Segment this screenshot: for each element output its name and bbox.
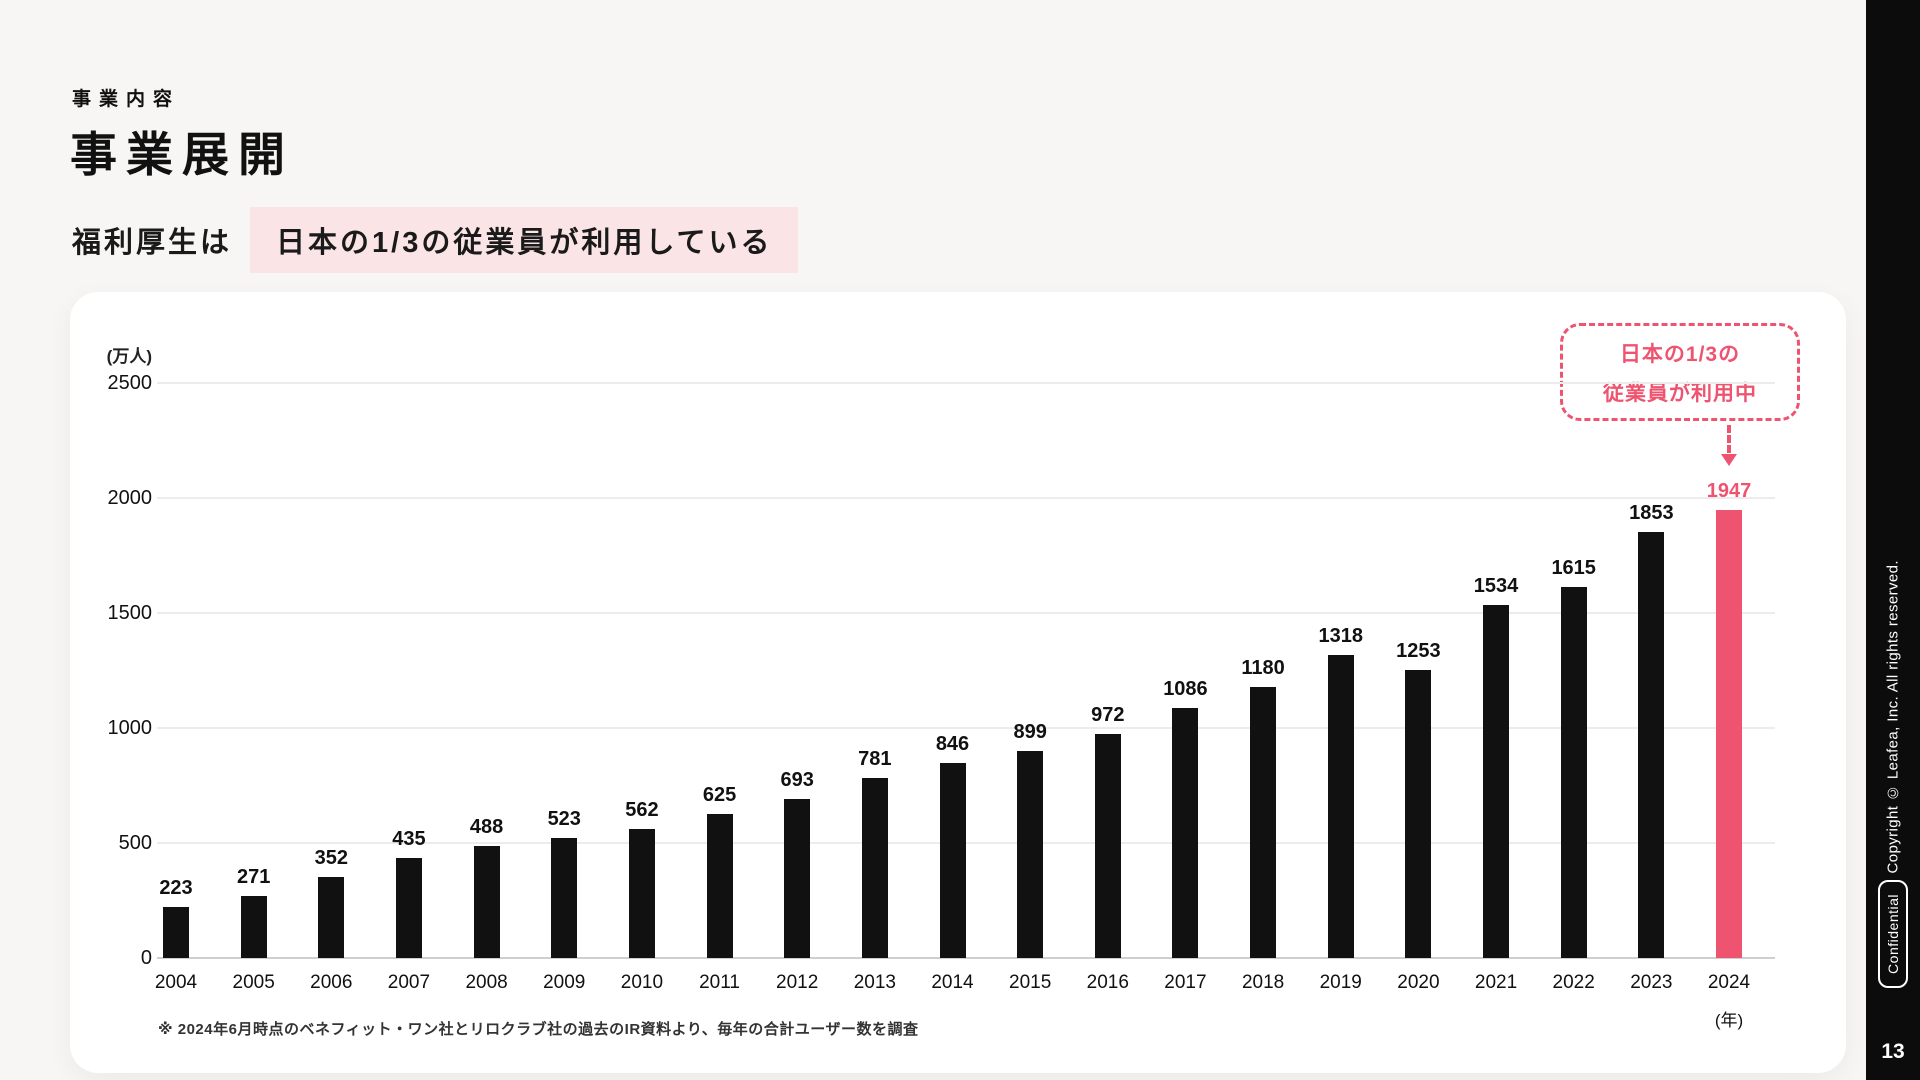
bar-value-label: 435 — [392, 828, 426, 850]
confidential-badge: Confidential — [1878, 880, 1908, 988]
bar-value-label: 846 — [935, 733, 970, 755]
gridline — [157, 497, 1775, 499]
bar — [551, 838, 578, 958]
x-tick-label: 2013 — [853, 972, 896, 993]
bar — [240, 896, 267, 958]
bar-value-label: 781 — [858, 748, 892, 770]
subtitle: 福利厚生は 日本の1/3の従業員が利用している — [72, 207, 799, 273]
bar-value-label: 1180 — [1241, 657, 1285, 679]
chart-card: (万人) 日本の1/3の 従業員が利用中 ※ 2024年6月時点のベネフィット・… — [70, 292, 1846, 1073]
bar-value-label: 1086 — [1163, 678, 1208, 700]
bar — [163, 907, 189, 958]
bar-value-label: 1253 — [1396, 640, 1441, 662]
x-tick-label: 2018 — [1241, 972, 1285, 993]
x-tick-label: 2017 — [1164, 972, 1207, 993]
sidebar: Copyright © Leafea, Inc. All rights rese… — [1866, 0, 1920, 1080]
x-tick-label: 2008 — [465, 972, 508, 993]
y-tick-label: 1000 — [107, 717, 153, 739]
bar-value-label: 1853 — [1629, 502, 1674, 524]
bar — [1250, 687, 1277, 958]
bar-value-label: 523 — [547, 808, 581, 830]
x-tick-label: 2020 — [1397, 972, 1440, 993]
subtitle-prefix: 福利厚生は — [72, 227, 233, 259]
bar — [395, 858, 422, 958]
x-tick-label: 2015 — [1009, 972, 1052, 993]
y-tick-label: 500 — [118, 832, 152, 854]
bar — [1716, 510, 1742, 958]
bar-value-label: 899 — [1013, 721, 1047, 743]
bar-value-label: 352 — [314, 847, 348, 869]
bar — [1172, 708, 1199, 958]
y-tick-label: 0 — [140, 947, 152, 969]
x-tick-label: 2009 — [543, 972, 586, 993]
x-tick-label: 2006 — [310, 972, 353, 993]
bar-value-label: 625 — [702, 784, 737, 806]
x-tick-label: 2019 — [1319, 972, 1362, 993]
callout-line-2: 従業員が利用中 — [1603, 381, 1757, 405]
bar-value-label: 693 — [780, 769, 814, 791]
bar — [1327, 655, 1354, 958]
bar — [318, 877, 345, 958]
gridline — [157, 842, 1775, 844]
x-tick-label: 2014 — [931, 972, 974, 993]
confidential-label: Confidential — [1885, 894, 1901, 974]
page-title: 事業展開 — [70, 128, 294, 181]
x-tick-label: 2007 — [387, 972, 431, 993]
x-tick-label: 2012 — [776, 972, 819, 993]
y-tick-label: 2500 — [107, 372, 153, 394]
gridline — [157, 727, 1775, 729]
x-tick-label: 2011 — [699, 972, 740, 993]
section-label: 事業内容 — [72, 89, 181, 110]
bar — [628, 829, 655, 958]
bar-value-label: 271 — [236, 866, 271, 888]
bar — [939, 763, 966, 958]
x-tick-label: 2024 — [1707, 972, 1751, 993]
bar-value-label: 1534 — [1473, 575, 1519, 597]
gridline — [157, 382, 1775, 384]
x-tick-label: 2010 — [620, 972, 664, 993]
bar — [1638, 532, 1665, 958]
callout-line-1: 日本の1/3の — [1619, 342, 1741, 366]
source-footnote: ※ 2024年6月時点のベネフィット・ワン社とリロクラブ社の過去のIR資料より、… — [158, 1021, 919, 1038]
x-tick-label: 2022 — [1552, 972, 1595, 993]
x-tick-label: 2004 — [154, 972, 198, 993]
x-tick-label: 2005 — [232, 972, 275, 993]
x-tick-label: 2016 — [1086, 972, 1129, 993]
bar-value-label: 1947 — [1706, 480, 1752, 502]
callout-arrow-icon — [1721, 454, 1737, 466]
bar — [1017, 751, 1044, 958]
bar-value-label: 972 — [1091, 704, 1125, 726]
x-tick-label: 2021 — [1474, 972, 1518, 993]
bar — [1560, 587, 1587, 958]
bar — [861, 778, 888, 958]
page-number: 13 — [1881, 1040, 1905, 1063]
bar — [784, 799, 811, 958]
bar-value-label: 562 — [625, 799, 659, 821]
callout-arrow-line — [1727, 425, 1731, 453]
x-tick-label: 2023 — [1630, 972, 1673, 993]
bar-value-label: 223 — [159, 877, 193, 899]
y-tick-label: 2000 — [107, 487, 153, 509]
gridline — [157, 957, 1775, 959]
bar — [706, 814, 733, 958]
bar-value-label: 488 — [469, 816, 504, 838]
y-axis-unit-label: (万人) — [106, 347, 152, 366]
gridline — [157, 612, 1775, 614]
copyright-text: Copyright © Leafea, Inc. All rights rese… — [1884, 560, 1902, 874]
bar-value-label: 1318 — [1318, 625, 1364, 647]
x-axis-unit-label: (年) — [1714, 1011, 1744, 1030]
bar — [1405, 670, 1432, 958]
bar — [473, 846, 500, 958]
callout-box: 日本の1/3の 従業員が利用中 — [1560, 323, 1800, 421]
bar-value-label: 1615 — [1551, 557, 1596, 579]
bar — [1483, 605, 1510, 958]
y-tick-label: 1500 — [107, 602, 153, 624]
bar — [1094, 734, 1121, 958]
subtitle-highlight: 日本の1/3の従業員が利用している — [250, 207, 799, 273]
